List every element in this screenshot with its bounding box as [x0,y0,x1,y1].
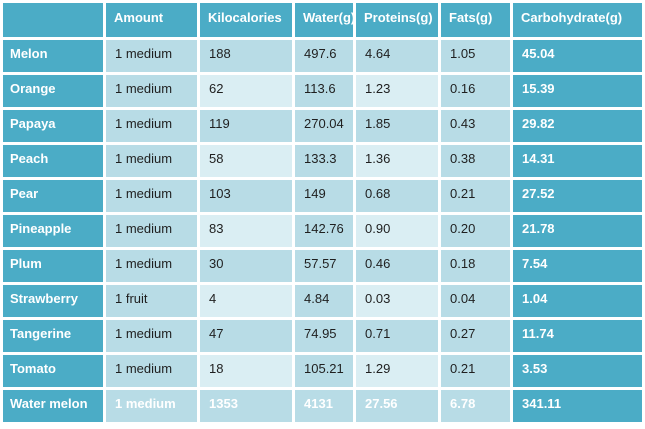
cell-water: 4131 [295,390,353,422]
table-row: Melon 1 medium 188 497.6 4.64 1.05 45.04 [3,40,642,72]
cell-water: 113.6 [295,75,353,107]
table-row: Water melon 1 medium 1353 4131 27.56 6.7… [3,390,642,422]
cell-carbohydrate: 3.53 [513,355,642,387]
cell-kilocalories: 4 [200,285,292,317]
cell-amount: 1 fruit [106,285,197,317]
column-header-blank [3,3,103,37]
row-label: Peach [3,145,103,177]
cell-carbohydrate: 341.11 [513,390,642,422]
cell-amount: 1 medium [106,355,197,387]
cell-carbohydrate: 45.04 [513,40,642,72]
table-row: Pear 1 medium 103 149 0.68 0.21 27.52 [3,180,642,212]
row-label: Orange [3,75,103,107]
cell-proteins: 1.85 [356,110,438,142]
cell-water: 74.95 [295,320,353,352]
cell-amount: 1 medium [106,320,197,352]
cell-carbohydrate: 1.04 [513,285,642,317]
cell-water: 149 [295,180,353,212]
cell-carbohydrate: 14.31 [513,145,642,177]
cell-carbohydrate: 27.52 [513,180,642,212]
row-label: Plum [3,250,103,282]
cell-proteins: 4.64 [356,40,438,72]
table-row: Plum 1 medium 30 57.57 0.46 0.18 7.54 [3,250,642,282]
cell-proteins: 0.03 [356,285,438,317]
row-label: Papaya [3,110,103,142]
header-row: Amount Kilocalories Water(g) Proteins(g)… [3,3,642,37]
cell-fats: 0.38 [441,145,510,177]
cell-water: 105.21 [295,355,353,387]
row-label: Pineapple [3,215,103,247]
cell-proteins: 0.46 [356,250,438,282]
cell-water: 57.57 [295,250,353,282]
cell-fats: 0.04 [441,285,510,317]
table-row: Strawberry 1 fruit 4 4.84 0.03 0.04 1.04 [3,285,642,317]
row-label: Strawberry [3,285,103,317]
cell-water: 133.3 [295,145,353,177]
cell-carbohydrate: 29.82 [513,110,642,142]
table-row: Tomato 1 medium 18 105.21 1.29 0.21 3.53 [3,355,642,387]
cell-water: 270.04 [295,110,353,142]
cell-kilocalories: 119 [200,110,292,142]
cell-fats: 0.21 [441,180,510,212]
cell-proteins: 1.36 [356,145,438,177]
column-header-proteins: Proteins(g) [356,3,438,37]
cell-amount: 1 medium [106,250,197,282]
cell-water: 4.84 [295,285,353,317]
cell-proteins: 0.90 [356,215,438,247]
column-header-kilocalories: Kilocalories [200,3,292,37]
table-row: Tangerine 1 medium 47 74.95 0.71 0.27 11… [3,320,642,352]
cell-water: 142.76 [295,215,353,247]
row-label: Water melon [3,390,103,422]
cell-kilocalories: 30 [200,250,292,282]
cell-carbohydrate: 7.54 [513,250,642,282]
cell-amount: 1 medium [106,145,197,177]
cell-fats: 0.16 [441,75,510,107]
row-label: Melon [3,40,103,72]
cell-proteins: 1.23 [356,75,438,107]
cell-kilocalories: 58 [200,145,292,177]
row-label: Tangerine [3,320,103,352]
cell-carbohydrate: 11.74 [513,320,642,352]
cell-amount: 1 medium [106,180,197,212]
cell-proteins: 0.71 [356,320,438,352]
cell-proteins: 0.68 [356,180,438,212]
cell-proteins: 27.56 [356,390,438,422]
cell-fats: 6.78 [441,390,510,422]
cell-fats: 0.21 [441,355,510,387]
cell-fats: 0.43 [441,110,510,142]
column-header-fats: Fats(g) [441,3,510,37]
cell-water: 497.6 [295,40,353,72]
cell-amount: 1 medium [106,110,197,142]
cell-kilocalories: 62 [200,75,292,107]
cell-amount: 1 medium [106,40,197,72]
cell-carbohydrate: 21.78 [513,215,642,247]
cell-fats: 0.20 [441,215,510,247]
row-label: Pear [3,180,103,212]
cell-fats: 0.27 [441,320,510,352]
cell-proteins: 1.29 [356,355,438,387]
table-row: Orange 1 medium 62 113.6 1.23 0.16 15.39 [3,75,642,107]
row-label: Tomato [3,355,103,387]
cell-kilocalories: 18 [200,355,292,387]
cell-kilocalories: 83 [200,215,292,247]
column-header-water: Water(g) [295,3,353,37]
cell-carbohydrate: 15.39 [513,75,642,107]
table-row: Papaya 1 medium 119 270.04 1.85 0.43 29.… [3,110,642,142]
cell-fats: 1.05 [441,40,510,72]
table-row: Pineapple 1 medium 83 142.76 0.90 0.20 2… [3,215,642,247]
cell-kilocalories: 47 [200,320,292,352]
cell-amount: 1 medium [106,390,197,422]
cell-amount: 1 medium [106,215,197,247]
table-row: Peach 1 medium 58 133.3 1.36 0.38 14.31 [3,145,642,177]
cell-amount: 1 medium [106,75,197,107]
cell-kilocalories: 1353 [200,390,292,422]
column-header-carbohydrate: Carbohydrate(g) [513,3,642,37]
cell-fats: 0.18 [441,250,510,282]
cell-kilocalories: 188 [200,40,292,72]
cell-kilocalories: 103 [200,180,292,212]
column-header-amount: Amount [106,3,197,37]
